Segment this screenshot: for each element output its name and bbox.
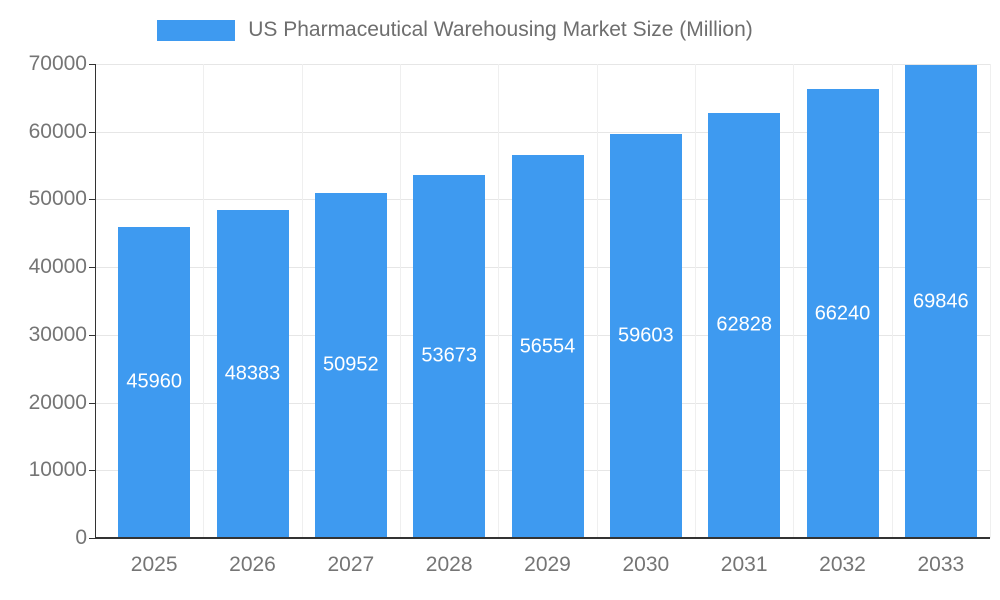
gridline-vertical [990,64,991,538]
bar-value-label: 45960 [126,370,182,393]
gridline-vertical [400,64,401,538]
y-tick-mark [89,267,95,269]
gridline-vertical [203,64,205,538]
x-axis-label: 2029 [524,553,571,576]
chart-legend: US Pharmaceutical Warehousing Market Siz… [0,18,1000,42]
y-tick-mark [89,470,95,472]
y-tick-mark [89,199,95,201]
x-axis-baseline [95,537,990,539]
x-axis-label: 2031 [720,553,768,576]
y-axis-label: 50000 [28,187,87,211]
y-tick-mark [89,538,95,539]
gridline [95,64,990,65]
bar: 56554 [511,155,584,538]
bar-value-label: 59603 [618,324,674,347]
bar-value-label: 50952 [323,353,379,376]
y-axis-label: 70000 [28,52,87,75]
y-tick-mark [89,334,95,336]
bar: 66240 [806,89,879,538]
x-axis-label: 2027 [327,553,375,576]
bar: 62828 [708,112,781,538]
x-axis-label: 2028 [425,553,473,576]
y-axis-label: 0 [75,526,87,549]
bar: 59603 [609,134,682,538]
gridline-vertical [891,64,893,538]
y-axis-line [95,64,96,538]
gridline-vertical [596,64,598,538]
x-axis-label: 2032 [819,553,866,576]
bar: 48383 [216,210,289,538]
x-axis-label: 2030 [622,553,670,576]
y-tick-mark [89,64,95,65]
legend-swatch [157,19,236,41]
gridline [95,131,990,133]
y-axis-label: 10000 [28,458,87,482]
gridline-vertical [695,64,696,538]
bar: 69846 [904,65,977,538]
bar: 53673 [413,174,486,538]
bar-value-label: 48383 [224,362,281,385]
x-axis-label: 2033 [917,553,965,576]
y-tick-mark [89,131,95,133]
x-axis-label: 2025 [130,553,178,576]
bar-value-label: 53673 [421,344,477,367]
y-axis-label: 20000 [28,390,87,414]
x-axis-label: 2026 [229,553,276,576]
y-tick-mark [89,402,95,404]
chart-title: US Pharmaceutical Warehousing Market Siz… [248,18,753,41]
y-axis-label: 30000 [28,322,87,346]
gridline-vertical [498,64,500,538]
bar: 50952 [314,192,387,538]
gridline-vertical [301,64,303,538]
bar: 45960 [118,226,191,538]
y-axis-label: 40000 [28,255,87,279]
bar-value-label: 66240 [814,302,871,325]
bar-value-label: 62828 [716,313,772,336]
bar-value-label: 69846 [913,290,969,312]
y-axis-label: 60000 [28,119,87,143]
bar-value-label: 56554 [519,335,576,358]
gridline-vertical [793,64,795,538]
